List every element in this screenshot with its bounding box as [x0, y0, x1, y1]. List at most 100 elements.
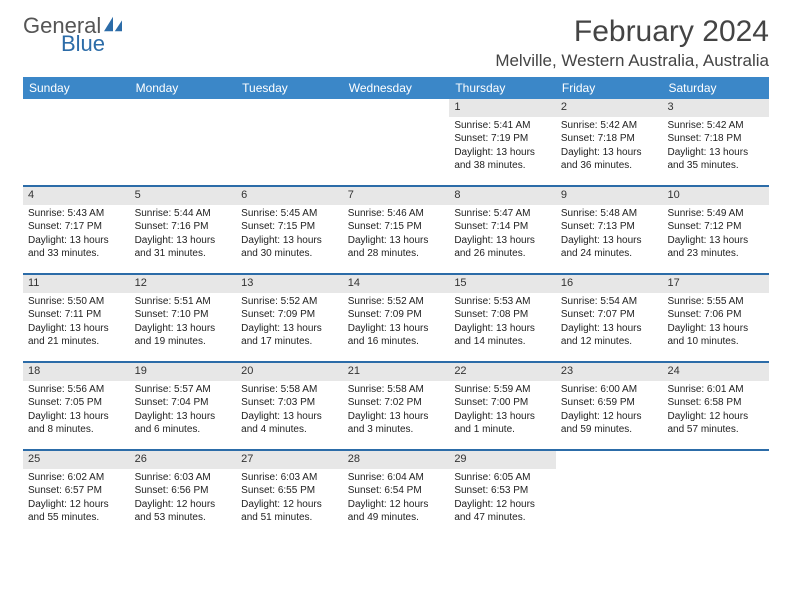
daylight-line2: and 24 minutes.	[561, 248, 658, 261]
logo: GeneralBlue	[23, 15, 124, 55]
sunset-text: Sunset: 6:57 PM	[28, 485, 125, 498]
day-body: Sunrise: 5:52 AMSunset: 7:09 PMDaylight:…	[343, 293, 450, 354]
day-number: 1	[449, 99, 556, 117]
header: GeneralBlue February 2024 Melville, West…	[23, 15, 769, 71]
daylight-line2: and 23 minutes.	[667, 248, 764, 261]
day-body: Sunrise: 5:51 AMSunset: 7:10 PMDaylight:…	[130, 293, 237, 354]
day-number: 12	[130, 275, 237, 293]
sunrise-text: Sunrise: 5:54 AM	[561, 296, 658, 309]
day-body: Sunrise: 5:46 AMSunset: 7:15 PMDaylight:…	[343, 205, 450, 266]
sunrise-text: Sunrise: 5:47 AM	[454, 208, 551, 221]
day-body: Sunrise: 5:56 AMSunset: 7:05 PMDaylight:…	[23, 381, 130, 442]
day-number: 21	[343, 363, 450, 381]
day-number	[130, 99, 237, 117]
day-cell: 17Sunrise: 5:55 AMSunset: 7:06 PMDayligh…	[662, 275, 769, 361]
sunrise-text: Sunrise: 5:52 AM	[348, 296, 445, 309]
day-number: 3	[662, 99, 769, 117]
sunset-text: Sunset: 7:00 PM	[454, 397, 551, 410]
sunset-text: Sunset: 6:59 PM	[561, 397, 658, 410]
daylight-line1: Daylight: 13 hours	[667, 323, 764, 336]
daylight-line2: and 12 minutes.	[561, 336, 658, 349]
day-cell: 21Sunrise: 5:58 AMSunset: 7:02 PMDayligh…	[343, 363, 450, 449]
daylight-line1: Daylight: 13 hours	[28, 235, 125, 248]
day-cell: 11Sunrise: 5:50 AMSunset: 7:11 PMDayligh…	[23, 275, 130, 361]
sunset-text: Sunset: 7:09 PM	[348, 309, 445, 322]
day-number: 23	[556, 363, 663, 381]
day-body: Sunrise: 5:44 AMSunset: 7:16 PMDaylight:…	[130, 205, 237, 266]
day-number: 27	[236, 451, 343, 469]
day-cell: 23Sunrise: 6:00 AMSunset: 6:59 PMDayligh…	[556, 363, 663, 449]
dow-header-saturday: Saturday	[662, 77, 769, 99]
daylight-line1: Daylight: 13 hours	[348, 235, 445, 248]
day-cell: 28Sunrise: 6:04 AMSunset: 6:54 PMDayligh…	[343, 451, 450, 537]
day-cell: 4Sunrise: 5:43 AMSunset: 7:17 PMDaylight…	[23, 187, 130, 273]
daylight-line1: Daylight: 13 hours	[667, 235, 764, 248]
day-body: Sunrise: 6:03 AMSunset: 6:56 PMDaylight:…	[130, 469, 237, 530]
sunset-text: Sunset: 6:54 PM	[348, 485, 445, 498]
daylight-line2: and 3 minutes.	[348, 424, 445, 437]
daylight-line2: and 57 minutes.	[667, 424, 764, 437]
sunrise-text: Sunrise: 5:57 AM	[135, 384, 232, 397]
daylight-line1: Daylight: 13 hours	[348, 411, 445, 424]
day-body	[236, 117, 343, 124]
day-body: Sunrise: 5:43 AMSunset: 7:17 PMDaylight:…	[23, 205, 130, 266]
day-number: 10	[662, 187, 769, 205]
sunrise-text: Sunrise: 5:49 AM	[667, 208, 764, 221]
day-number: 26	[130, 451, 237, 469]
month-title: February 2024	[495, 15, 769, 49]
sunset-text: Sunset: 7:14 PM	[454, 221, 551, 234]
week-row: 4Sunrise: 5:43 AMSunset: 7:17 PMDaylight…	[23, 185, 769, 273]
day-body: Sunrise: 5:45 AMSunset: 7:15 PMDaylight:…	[236, 205, 343, 266]
sunrise-text: Sunrise: 5:41 AM	[454, 120, 551, 133]
sunrise-text: Sunrise: 5:45 AM	[241, 208, 338, 221]
day-body: Sunrise: 5:47 AMSunset: 7:14 PMDaylight:…	[449, 205, 556, 266]
dow-header-friday: Friday	[556, 77, 663, 99]
day-number: 5	[130, 187, 237, 205]
sunset-text: Sunset: 7:15 PM	[241, 221, 338, 234]
daylight-line1: Daylight: 13 hours	[135, 235, 232, 248]
day-body: Sunrise: 6:04 AMSunset: 6:54 PMDaylight:…	[343, 469, 450, 530]
daylight-line2: and 59 minutes.	[561, 424, 658, 437]
day-number	[662, 451, 769, 469]
day-cell: 12Sunrise: 5:51 AMSunset: 7:10 PMDayligh…	[130, 275, 237, 361]
day-body: Sunrise: 6:03 AMSunset: 6:55 PMDaylight:…	[236, 469, 343, 530]
day-body: Sunrise: 5:57 AMSunset: 7:04 PMDaylight:…	[130, 381, 237, 442]
week-row: 1Sunrise: 5:41 AMSunset: 7:19 PMDaylight…	[23, 99, 769, 185]
daylight-line2: and 38 minutes.	[454, 160, 551, 173]
sunrise-text: Sunrise: 5:42 AM	[561, 120, 658, 133]
daylight-line1: Daylight: 13 hours	[348, 323, 445, 336]
daylight-line1: Daylight: 13 hours	[241, 235, 338, 248]
daylight-line2: and 6 minutes.	[135, 424, 232, 437]
day-number: 4	[23, 187, 130, 205]
day-cell: 27Sunrise: 6:03 AMSunset: 6:55 PMDayligh…	[236, 451, 343, 537]
day-cell-empty	[343, 99, 450, 185]
day-number: 8	[449, 187, 556, 205]
sunset-text: Sunset: 7:11 PM	[28, 309, 125, 322]
day-number: 22	[449, 363, 556, 381]
daylight-line1: Daylight: 12 hours	[348, 499, 445, 512]
day-cell: 25Sunrise: 6:02 AMSunset: 6:57 PMDayligh…	[23, 451, 130, 537]
logo-text-blue: Blue	[61, 33, 124, 55]
sunset-text: Sunset: 7:02 PM	[348, 397, 445, 410]
sunrise-text: Sunrise: 5:44 AM	[135, 208, 232, 221]
sunrise-text: Sunrise: 5:43 AM	[28, 208, 125, 221]
daylight-line2: and 28 minutes.	[348, 248, 445, 261]
title-block: February 2024 Melville, Western Australi…	[495, 15, 769, 71]
sunset-text: Sunset: 7:05 PM	[28, 397, 125, 410]
daylight-line2: and 35 minutes.	[667, 160, 764, 173]
daylight-line1: Daylight: 12 hours	[135, 499, 232, 512]
daylight-line1: Daylight: 13 hours	[561, 323, 658, 336]
daylight-line2: and 47 minutes.	[454, 512, 551, 525]
sunrise-text: Sunrise: 6:03 AM	[135, 472, 232, 485]
week-row: 11Sunrise: 5:50 AMSunset: 7:11 PMDayligh…	[23, 273, 769, 361]
sunrise-text: Sunrise: 5:56 AM	[28, 384, 125, 397]
day-cell: 29Sunrise: 6:05 AMSunset: 6:53 PMDayligh…	[449, 451, 556, 537]
sunset-text: Sunset: 6:53 PM	[454, 485, 551, 498]
day-number: 19	[130, 363, 237, 381]
day-cell: 26Sunrise: 6:03 AMSunset: 6:56 PMDayligh…	[130, 451, 237, 537]
day-cell-empty	[556, 451, 663, 537]
sunset-text: Sunset: 6:58 PM	[667, 397, 764, 410]
daylight-line2: and 19 minutes.	[135, 336, 232, 349]
daylight-line1: Daylight: 12 hours	[561, 411, 658, 424]
day-number	[556, 451, 663, 469]
